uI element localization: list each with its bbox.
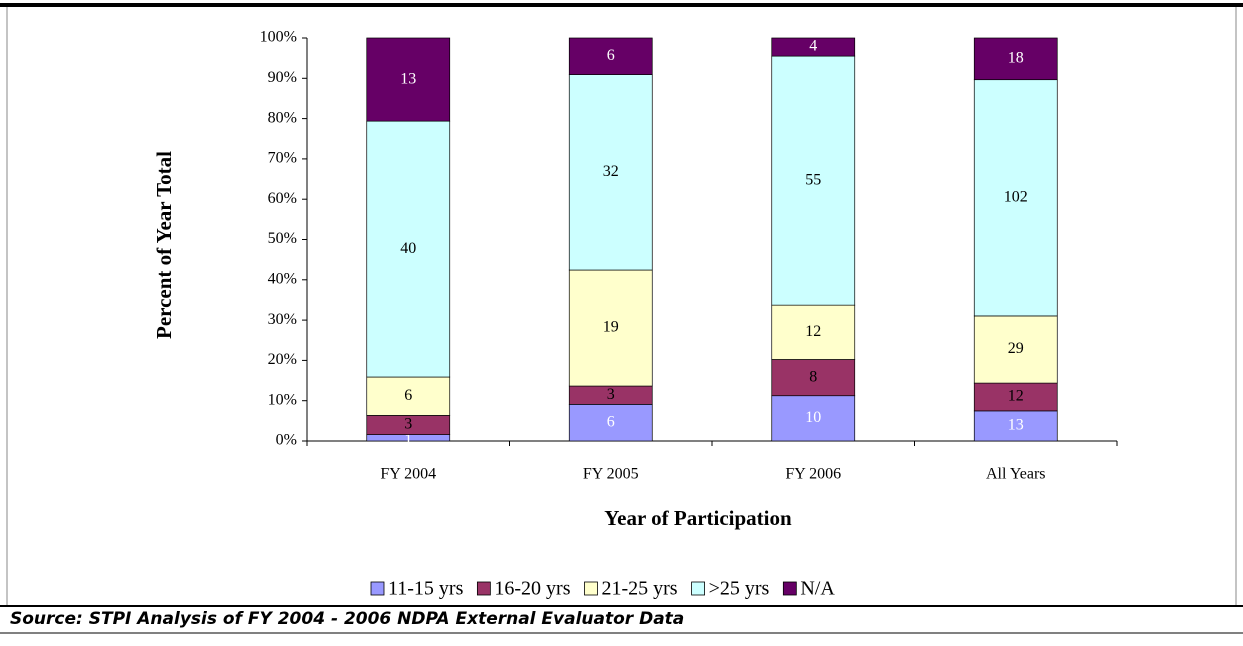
data-label: 19 <box>603 319 619 336</box>
bar-segment <box>771 55 856 306</box>
y-tick-label: 40% <box>268 270 297 287</box>
legend-swatch <box>584 581 598 596</box>
y-tick-label: 60% <box>268 190 297 207</box>
x-tick-label: FY 2005 <box>583 466 639 483</box>
y-tick-label: 70% <box>268 150 297 167</box>
y-tick-label: 30% <box>268 311 297 328</box>
legend-swatch <box>782 581 797 596</box>
bar-segment <box>568 74 653 271</box>
data-label: 13 <box>400 70 416 87</box>
x-tick-label: FY 2004 <box>380 466 436 483</box>
bar-segment <box>366 376 451 416</box>
bar-segment <box>771 37 856 57</box>
legend-swatch <box>370 581 385 596</box>
source: Source: STPI Analysis of FY 2004 - 2006 … <box>10 609 684 629</box>
legend-label: 21-25 yrs <box>601 578 677 600</box>
data-label: 12 <box>1008 388 1024 405</box>
bar-segment <box>366 37 451 122</box>
y-tick-label: 100% <box>260 29 297 46</box>
data-label: 8 <box>809 368 817 385</box>
y-tick-label: 90% <box>268 69 297 86</box>
data-label: 13 <box>1008 417 1024 434</box>
data-label: 10 <box>805 409 821 426</box>
bar-segment <box>973 37 1058 81</box>
data-label: 6 <box>607 413 615 430</box>
data-label: 4 <box>809 38 817 55</box>
legend-label: 16-20 yrs <box>494 578 570 600</box>
y-tick-label: 10% <box>268 391 297 408</box>
y-tick-label: 20% <box>268 351 297 368</box>
legend-label: N/A <box>800 578 835 600</box>
legend-label: 11-15 yrs <box>388 578 464 600</box>
y-tick-label: 0% <box>276 432 297 449</box>
bar-segment <box>973 410 1058 442</box>
data-label: 3 <box>404 416 412 433</box>
x-axis-title: Year of Participation <box>604 506 792 530</box>
bar-segment <box>366 120 451 378</box>
data-label: 3 <box>607 386 615 403</box>
data-label: 6 <box>404 387 412 404</box>
legend-swatch <box>691 581 705 596</box>
y-tick-label: 50% <box>268 230 297 247</box>
bar-segment <box>973 315 1058 384</box>
bar-segment <box>568 404 653 442</box>
bar-segment <box>973 79 1058 317</box>
x-tick-label: All Years <box>986 466 1046 483</box>
data-label: 40 <box>400 240 416 257</box>
data-label: 18 <box>1008 50 1024 67</box>
data-label: 102 <box>1004 188 1028 205</box>
legend-swatch <box>476 581 491 596</box>
x-tick-label: FY 2006 <box>785 466 841 483</box>
bar-segment <box>568 37 653 75</box>
data-label: 12 <box>805 323 821 340</box>
y-axis-title: Percent of Year Total <box>152 151 176 339</box>
legend-label: >25 yrs <box>709 578 770 600</box>
data-label: 29 <box>1008 340 1024 357</box>
bar-segment <box>568 269 653 387</box>
data-label: 6 <box>607 47 615 64</box>
y-tick-label: 80% <box>268 109 297 126</box>
data-label: 55 <box>805 171 821 188</box>
data-label: 32 <box>603 163 619 180</box>
data-label: 1 <box>404 431 412 448</box>
bar-segment <box>973 382 1058 412</box>
